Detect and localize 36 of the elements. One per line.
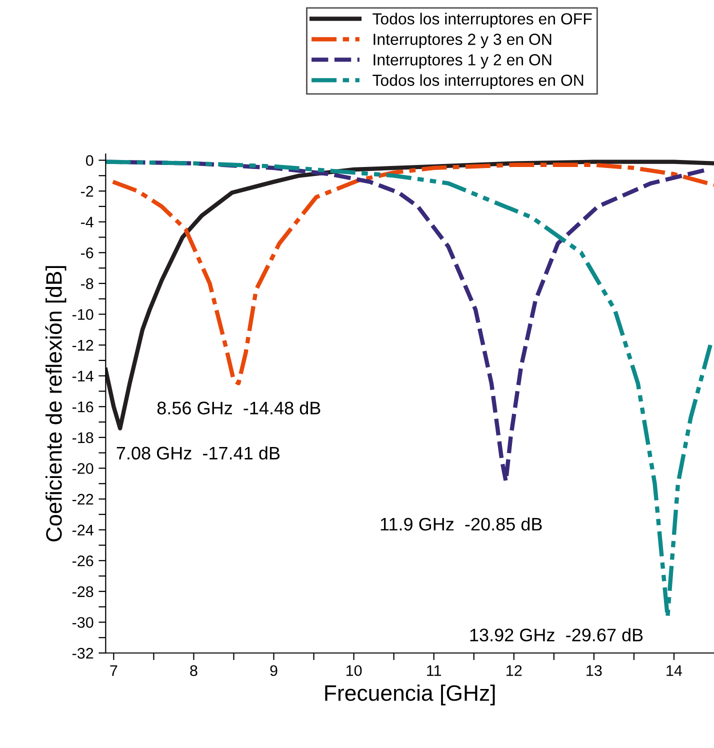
line-series bbox=[110, 162, 714, 386]
y-tick-label: -32 bbox=[72, 648, 94, 659]
x-tick-label: 8 bbox=[190, 665, 198, 676]
x-tick-label: 10 bbox=[346, 665, 362, 676]
legend-label: Todos los interruptores en OFF bbox=[372, 12, 592, 28]
y-tick-label: -24 bbox=[72, 524, 94, 536]
x-tick-label: 9 bbox=[270, 665, 278, 676]
y-tick-label: -8 bbox=[80, 278, 94, 290]
y-tick-label: -22 bbox=[72, 494, 94, 505]
annotation: 7.08 GHz -17.41 dB bbox=[116, 446, 280, 460]
y-tick-label: 0 bbox=[86, 155, 94, 166]
x-tick-label: 13 bbox=[586, 665, 602, 676]
y-tick-label: -12 bbox=[72, 340, 94, 351]
x-axis-title: Frecuencia [GHz] bbox=[325, 684, 495, 706]
legend-label: Interruptores 2 y 3 en ON bbox=[374, 34, 552, 48]
legend-label: Todos los interruptores en ON bbox=[372, 74, 584, 90]
y-tick-label: -18 bbox=[72, 432, 94, 444]
y-tick-label: -16 bbox=[72, 401, 94, 412]
y-tick-label: -20 bbox=[72, 463, 94, 474]
annotation: 11.9 GHz -20.85 dB bbox=[380, 517, 542, 531]
y-tick-label: -6 bbox=[80, 248, 94, 258]
x-tick-label: 14 bbox=[666, 665, 682, 676]
y-tick-label: -10 bbox=[72, 309, 94, 320]
x-tick-label: 12 bbox=[506, 665, 522, 676]
y-tick-label: -30 bbox=[72, 617, 94, 628]
annotation: 13.92 GHz -29.67 dB bbox=[470, 628, 643, 642]
y-tick-label: -26 bbox=[72, 555, 94, 566]
x-tick-label: 11 bbox=[427, 665, 442, 676]
y-tick-label: -28 bbox=[72, 586, 94, 598]
legend-label: Interruptores 1 y 2 en ON bbox=[374, 54, 552, 69]
y-axis-title: Coeficiente de reflexión [dB] bbox=[45, 266, 66, 542]
y-tick-label: -4 bbox=[80, 216, 94, 228]
x-tick-label: 7 bbox=[110, 665, 118, 676]
y-tick-label: -2 bbox=[80, 186, 94, 197]
annotation: 8.56 GHz -14.48 dB bbox=[157, 401, 320, 414]
y-tick-label: -14 bbox=[72, 370, 94, 382]
